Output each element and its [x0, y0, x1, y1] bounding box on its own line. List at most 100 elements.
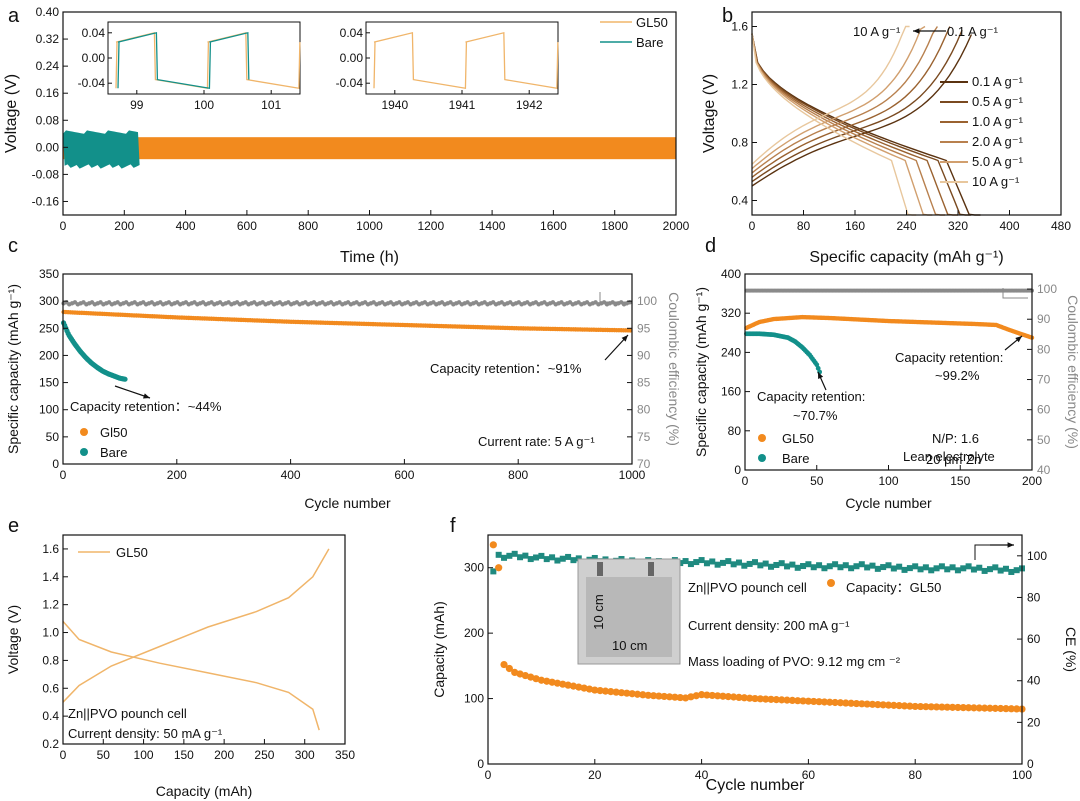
panel-f-ce-point [1013, 567, 1020, 574]
panel-f-capacity-point [617, 689, 626, 697]
panel-f-capacity-point [965, 704, 973, 712]
panel-b-ytick-label: 0.8 [731, 136, 748, 150]
panel-d-xtick-label: 0 [742, 474, 749, 488]
panel-a-xtick-label: 1000 [356, 219, 383, 233]
panel-c-frame [62, 273, 633, 465]
panel-d-ylabel2: Coulombic efficiency (%) [1065, 295, 1080, 449]
panel-f-capacity-point [724, 693, 732, 701]
panel-f-ce-point [896, 563, 903, 570]
panel-f-capacity-point [959, 704, 967, 712]
panel-c-legend-bare-dot [80, 448, 88, 456]
panel-e-xtick-label: 200 [214, 748, 234, 762]
panel-f-capacity-point [858, 700, 866, 708]
panel-c-right-ytick-label: 75 [637, 430, 651, 444]
panel-a-inset-early-ytick-label: 0.04 [82, 26, 106, 40]
panel-f-ce-point [757, 562, 764, 569]
panel-c-ytick-label: 150 [39, 376, 59, 390]
panel-a-inset-late-xtick-label: 1940 [381, 98, 408, 112]
panel-e-legend-gl50: GL50 [116, 545, 148, 560]
panel-d-ce-pointer [1002, 288, 1028, 299]
panel-a-xtick-label: 2000 [663, 219, 690, 233]
panel-c-gl50-arrow-head [621, 335, 628, 342]
panel-f-capacity-label: Capacity：GL50 [846, 580, 941, 595]
panel-f-ce-point [986, 566, 993, 573]
panel-d-legend-gl50: GL50 [782, 431, 814, 446]
panel-d-xtick-label: 50 [810, 474, 824, 488]
panel-f-capacity-point [649, 692, 658, 700]
panel-b-discharge-curve [751, 33, 981, 216]
panel-c-ylabel2: Coulombic efficiency (%) [666, 292, 682, 446]
panel-e-xlabel: Capacity (mAh) [156, 783, 252, 799]
panel-f-capacity-point [975, 704, 983, 712]
panel-f-capacity-point [778, 696, 786, 704]
panel-f-ce-point [495, 551, 502, 558]
panel-f-capacity-point [548, 678, 556, 686]
panel-b-ytick-label: 1.6 [731, 20, 748, 34]
panel-c-ytick-label: 0 [52, 457, 59, 471]
panel-b-xtick-label: 480 [1051, 219, 1071, 233]
panel-b-legend-item: 1.0 A g⁻¹ [972, 114, 1024, 129]
panel-f-ce-point [730, 561, 737, 568]
panel-d-right-ytick-label: 60 [1037, 403, 1051, 417]
panel-a-ytick-label: -0.08 [32, 167, 60, 181]
panel-f-xtick-label: 20 [588, 768, 602, 782]
panel-b-discharge-curve [751, 33, 946, 216]
panel-f-capacity-point [687, 693, 695, 701]
panel-d-np: N/P: 1.6 [932, 431, 979, 446]
panel-f-ce-point [928, 567, 935, 574]
panel-f-capacity-point [954, 703, 962, 712]
panel-f-ce-point [741, 562, 748, 569]
panel-a-legend-bare: Bare [636, 35, 663, 50]
panel-f-ce-point [917, 566, 924, 573]
panel-f-ce-point [511, 550, 518, 557]
panel-b-charge-curve [751, 26, 951, 178]
panel-f-ce-point [1008, 568, 1015, 575]
panel-f-capacity-point [719, 692, 727, 700]
panel-e-ytick-label: 1.0 [42, 626, 59, 640]
panel-d-lean: Lean electrolyte [903, 449, 995, 464]
panel-f-capacity-point [922, 703, 930, 711]
panel-c-ylabel: Specific capacity (mAh g⁻¹) [5, 284, 21, 454]
panel-f-ce-point [949, 564, 956, 571]
panel-f-capacity-point [762, 695, 770, 703]
panel-d-xtick-label: 150 [950, 474, 970, 488]
panel-f-ytick-label: 300 [464, 561, 484, 575]
panel-f-ce-point [517, 554, 524, 561]
panel-b-arrow-left-label: 10 A g⁻¹ [853, 24, 901, 39]
panel-f-photo-tab-right [648, 562, 654, 576]
panel-f-capacity-point [948, 703, 957, 711]
panel-f-capacity-point [986, 704, 994, 712]
panel-a-bare-band [63, 130, 140, 169]
panel-b-legend-item: 10 A g⁻¹ [972, 174, 1020, 189]
panel-f-capacity-point [788, 696, 796, 705]
panel-a-inset-early-ytick-label: 0.00 [82, 51, 106, 65]
panel-f-capacity-point [735, 693, 743, 701]
panel-f-capacity-point [916, 702, 925, 711]
panel-f-capacity-point [751, 694, 759, 703]
panel-a-xtick-label: 1400 [479, 219, 506, 233]
panel-f-capacity-point [644, 691, 652, 699]
panel-d-ytick-label: 80 [728, 424, 742, 438]
panel-a-ytick-label: 0.00 [36, 140, 60, 154]
panel-e-ytick-label: 0.4 [42, 709, 59, 723]
panel-b-letter: b [722, 5, 733, 27]
panel-b-discharge-curve [751, 33, 958, 216]
panel-f-ce-point [490, 568, 497, 575]
panel-f-ylabel2: CE (%) [1063, 627, 1079, 672]
panel-f-capacity-point [852, 699, 861, 708]
panel-a-inset-early-curve [117, 31, 250, 90]
panel-d-xlabel: Cycle number [845, 495, 932, 511]
panel-e-xtick-label: 350 [335, 748, 355, 762]
panel-c-xtick-label: 800 [508, 468, 528, 482]
panel-f-capacity-point [826, 698, 834, 706]
panel-f-ce-point [501, 554, 508, 561]
panel-d-right-ytick-label: 50 [1037, 433, 1051, 447]
panel-f-capacity-point [943, 703, 951, 711]
panel-f-capacity-point [676, 693, 684, 702]
panel-f-capacity-point [890, 701, 898, 709]
panel-c-gl50-point [628, 328, 633, 333]
panel-f-ce-point [794, 564, 801, 571]
panel-f-cell: Zn||PVO pounch cell [688, 580, 807, 595]
panel-c-ytick-label: 100 [39, 403, 59, 417]
panel-b-legend-item: 5.0 A g⁻¹ [972, 154, 1024, 169]
